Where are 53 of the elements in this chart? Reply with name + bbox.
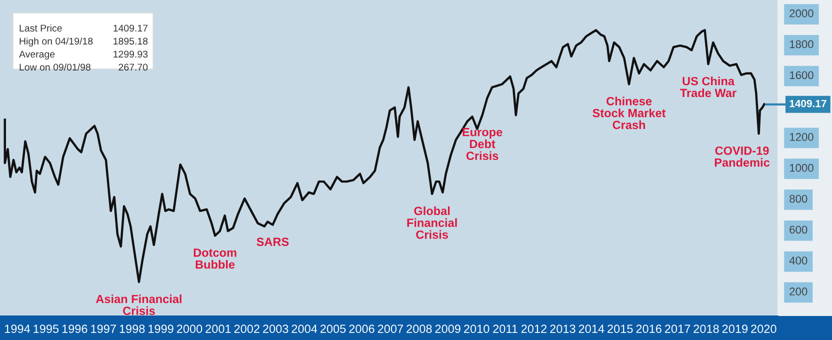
x-tick-label: 2006 — [349, 324, 374, 334]
x-tick-label: 2000 — [176, 324, 202, 334]
y-tick-label: 2000 — [790, 9, 814, 18]
annotation: High on 04/19/18 — [20, 37, 93, 47]
x-tick-label: 1996 — [62, 324, 88, 334]
x-tick-label: 2010 — [464, 324, 490, 334]
x-tick-label: 2004 — [292, 324, 318, 334]
y-tick-label: 800 — [790, 194, 808, 203]
x-tick-label: 2005 — [320, 324, 346, 334]
y-tick-label: 1000 — [790, 164, 814, 172]
x-tick-label: 1998 — [120, 324, 145, 334]
y-tick-label: 400 — [789, 256, 808, 265]
y-tick-label: 1200 — [790, 133, 814, 141]
annotation: Asian Financial Crisis — [96, 294, 182, 316]
annotation: Low on 09/01/98 — [20, 63, 90, 71]
x-tick-label: 1999 — [148, 324, 174, 334]
y-tick-label: 1600 — [790, 71, 814, 80]
x-tick-label: 1995 — [34, 324, 59, 334]
annotation: Chinese Stock Market Crash — [592, 96, 666, 130]
x-tick-label: 2013 — [550, 324, 576, 334]
y-tick-label: 600 — [790, 226, 808, 234]
x-tick-label: 2016 — [636, 324, 662, 334]
x-tick-label: 2002 — [234, 324, 260, 334]
x-tick-label: 2007 — [378, 324, 403, 334]
ref-line-label: 1409.17 — [790, 100, 826, 108]
x-tick-label: 2015 — [608, 324, 633, 334]
annotation: 1895.18 — [114, 38, 148, 45]
annotation: COVID-19 Pandemic — [714, 146, 770, 167]
x-tick-label: 2003 — [263, 324, 288, 334]
annotation: Global Financial Crisis — [407, 206, 457, 239]
x-tick-label: 2018 — [694, 324, 719, 334]
annotation: US China Trade War — [680, 76, 736, 98]
y-tick-label: 1800 — [790, 40, 814, 48]
annotation: SARS — [256, 238, 289, 246]
x-tick-label: 2001 — [206, 324, 231, 334]
y-tick-label: 200 — [790, 288, 808, 296]
x-tick-label: 1997 — [91, 324, 116, 334]
annotation: Average — [19, 50, 55, 60]
x-tick-label: 1994 — [4, 324, 30, 334]
annotation: Last Price — [20, 24, 62, 32]
annotation: 1299.93 — [114, 50, 148, 58]
annotation: Europe Debt Crisis — [462, 128, 502, 160]
x-tick-label: 2011 — [493, 324, 518, 334]
annotation: 267.70 — [118, 64, 148, 71]
x-tick-label: 2020 — [751, 324, 776, 334]
x-tick-label: 2019 — [722, 324, 748, 334]
x-tick-label: 2014 — [578, 324, 604, 334]
x-tick-label: 2017 — [664, 324, 690, 334]
x-tick-label: 2009 — [435, 324, 460, 334]
annotation: 1409.17 — [114, 24, 148, 32]
x-tick-label: 2008 — [406, 324, 432, 334]
x-tick-label: 2012 — [521, 324, 547, 334]
annotation: Dotcom Bubble — [194, 248, 236, 269]
